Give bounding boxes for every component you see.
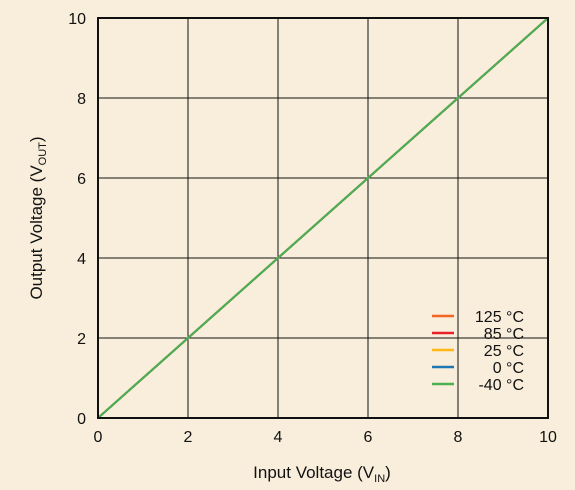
x-tick-label: 4 [274,429,283,446]
series-lines [97,17,549,419]
plot-frame [97,17,549,419]
y-tick-label: 8 [77,91,86,108]
x-axis-label: Input Voltage (VIN) [253,463,391,485]
y-axis-label-main: Output Voltage (V [27,165,46,300]
y-tick-label: 10 [68,11,86,28]
x-tick-label: 0 [94,429,103,446]
tick-labels: 0 2 4 6 8 10 0 2 4 6 8 10 [68,11,557,446]
y-tick-label: 4 [77,251,86,268]
legend-label: 85 °C [484,326,524,343]
y-tick-label: 6 [77,171,86,188]
x-tick-label: 10 [539,429,557,446]
x-tick-label: 8 [454,429,463,446]
legend-label: -40 °C [478,377,524,394]
x-axis-label-subscript: IN [374,473,385,485]
y-axis-label-subscript: OUT [37,142,49,166]
y-tick-label: 0 [77,411,86,428]
x-axis-label-main: Input Voltage (V [253,463,375,482]
legend-label: 25 °C [484,343,524,360]
y-axis-label: Output Voltage (VOUT) [27,136,49,299]
x-tick-label: 2 [184,429,193,446]
y-axis-label-end: ) [27,136,46,142]
y-tick-label: 2 [77,331,86,348]
series-line [97,17,549,419]
x-tick-label: 6 [364,429,373,446]
x-axis-label-end: ) [385,463,391,482]
legend: 125 °C85 °C25 °C0 °C-40 °C [432,309,524,394]
legend-label: 0 °C [493,360,524,377]
legend-label: 125 °C [475,309,524,326]
